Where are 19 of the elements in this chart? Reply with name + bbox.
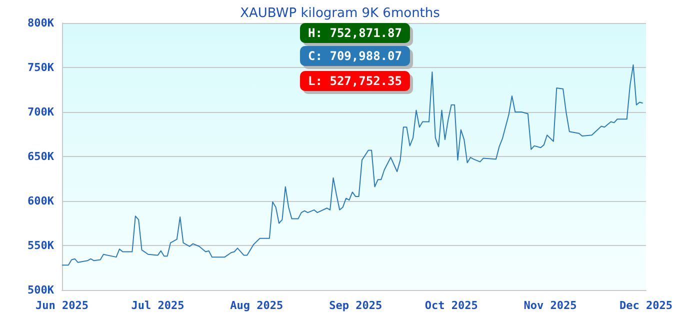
y-tick-label: 500K	[28, 284, 54, 296]
y-tick-label: 650K	[28, 150, 54, 163]
y-tick-label: 750K	[28, 61, 54, 74]
x-tick-label: Oct 2025	[424, 299, 478, 312]
x-tick-label: Nov 2025	[524, 299, 577, 312]
line-series	[62, 64, 644, 266]
x-tick-label: Sep 2025	[329, 299, 382, 312]
annotation: C: 709,988.07	[308, 49, 402, 63]
y-tick-label: 800K	[28, 16, 54, 30]
x-tick-label: Jul 2025	[131, 299, 184, 312]
y-tick-label: 700K	[28, 106, 54, 118]
x-tick-label: Aug 2025	[230, 299, 284, 312]
x-tick-label: Jun 2025	[36, 299, 88, 312]
y-tick-label: 600K	[28, 194, 54, 208]
y-tick-label: 550K	[28, 239, 54, 252]
x-tick-label: Dec 2025	[620, 299, 672, 312]
annotation: H: 752,871.87	[308, 26, 402, 40]
annotation: L: 527,752.35	[308, 74, 402, 88]
chart-title: XAUBWP kilogram 9K 6months	[240, 6, 440, 21]
